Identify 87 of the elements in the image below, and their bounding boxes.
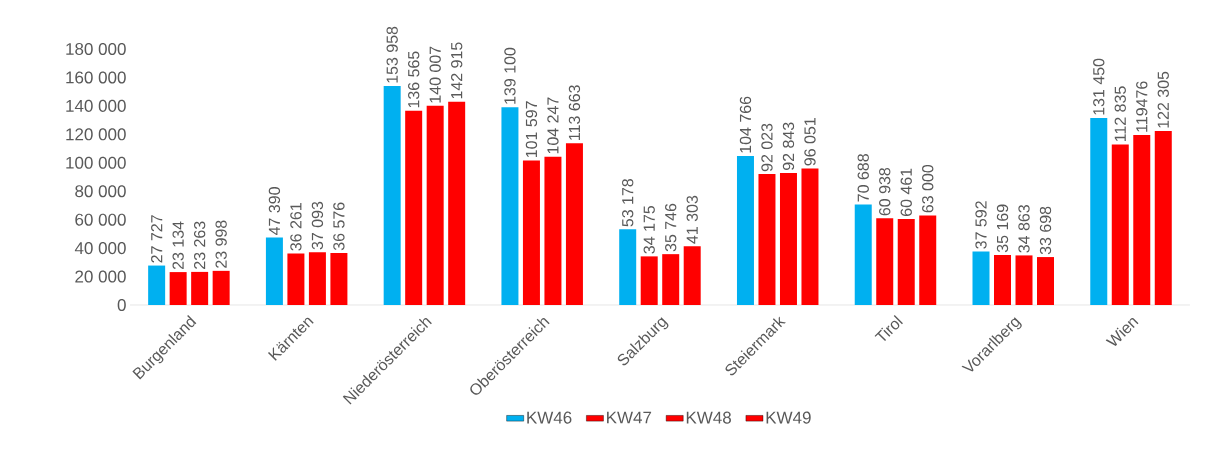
data-label: 104 247	[547, 97, 559, 154]
data-label: 36 576	[333, 202, 345, 251]
data-label: 70 688	[857, 154, 869, 202]
data-label: 53 178	[622, 178, 634, 227]
bar	[876, 218, 894, 305]
bar	[919, 215, 937, 305]
bar	[758, 174, 776, 305]
bar	[1037, 257, 1054, 305]
y-tick-label: 120 000	[66, 128, 126, 141]
bar	[1090, 118, 1108, 305]
data-label: 153 958	[386, 26, 398, 83]
y-tick-label: 180 000	[66, 42, 126, 56]
bar	[544, 156, 562, 305]
data-label: 113 663	[568, 85, 581, 140]
bar	[565, 143, 583, 305]
bar	[619, 229, 637, 305]
bar	[779, 172, 797, 305]
legend-label: KW46	[527, 411, 572, 424]
data-label: 63 000	[922, 164, 934, 213]
data-label: 92 843	[782, 122, 795, 170]
data-label: 33 698	[1039, 206, 1052, 255]
data-label: 36 261	[290, 203, 302, 251]
bar	[683, 246, 701, 305]
legend-label: KW49	[766, 411, 811, 424]
data-label: 96 051	[804, 118, 816, 166]
data-label: 27 727	[151, 215, 163, 263]
y-tick-label: 100 000	[66, 156, 126, 169]
bar	[994, 254, 1011, 305]
data-label: 140 007	[429, 46, 441, 103]
y-tick-label: 140 000	[66, 99, 126, 112]
bar	[265, 237, 283, 305]
y-tick-label: 60 000	[75, 213, 126, 226]
data-label: 112 835	[1114, 86, 1126, 142]
bar	[972, 251, 990, 305]
data-label: 35 169	[996, 204, 1009, 253]
bar	[308, 252, 326, 305]
data-label: 23 263	[193, 221, 206, 269]
bar	[1111, 144, 1129, 305]
bar	[1154, 131, 1172, 305]
bar	[801, 168, 819, 305]
y-tick-label: 160 000	[66, 71, 126, 84]
bar	[448, 101, 466, 305]
bar	[640, 256, 658, 305]
bar	[191, 271, 209, 305]
data-label: 23 998	[215, 220, 227, 268]
data-label: 34 175	[643, 205, 655, 254]
bar	[383, 86, 401, 305]
data-label: 92 023	[761, 123, 773, 172]
data-label: 142 915	[451, 42, 463, 99]
x-tick-label: Tirol	[874, 315, 903, 342]
bar	[522, 160, 540, 305]
data-label: 131 450	[1093, 58, 1105, 115]
y-tick-label: 80 000	[75, 185, 126, 198]
data-label: 35 746	[665, 203, 677, 252]
data-label: 60 938	[879, 167, 891, 216]
bar	[287, 253, 305, 305]
data-label: 136 565	[408, 51, 420, 108]
data-label: 122 305	[1157, 71, 1169, 128]
data-label: 104 766	[739, 96, 752, 153]
data-label: 37 592	[975, 201, 987, 249]
y-tick-label: 20 000	[75, 270, 126, 283]
bar	[212, 270, 230, 305]
bar	[169, 272, 187, 305]
bar	[854, 204, 872, 305]
y-tick-label: 0	[117, 298, 126, 312]
data-label: 41 303	[686, 195, 698, 244]
data-label: 60 461	[900, 168, 912, 216]
bar	[897, 219, 915, 305]
bar	[662, 254, 680, 305]
data-label: 23 134	[172, 221, 184, 270]
bar	[426, 105, 444, 305]
data-label: 47 390	[268, 187, 281, 236]
bar	[501, 107, 519, 305]
data-label: 119476	[1136, 81, 1148, 132]
legend-label: KW47	[607, 411, 652, 424]
data-label: 34 863	[1018, 205, 1030, 253]
bar	[405, 110, 423, 305]
bar	[1133, 135, 1151, 305]
data-label: 101 597	[525, 101, 538, 158]
data-label: 37 093	[311, 201, 324, 250]
bar	[148, 265, 166, 305]
bar	[736, 155, 754, 305]
y-tick-label: 40 000	[74, 242, 126, 255]
legend-label: KW48	[686, 411, 731, 424]
bar	[1015, 255, 1033, 305]
bar	[330, 252, 348, 305]
data-label: 139 100	[504, 47, 516, 104]
